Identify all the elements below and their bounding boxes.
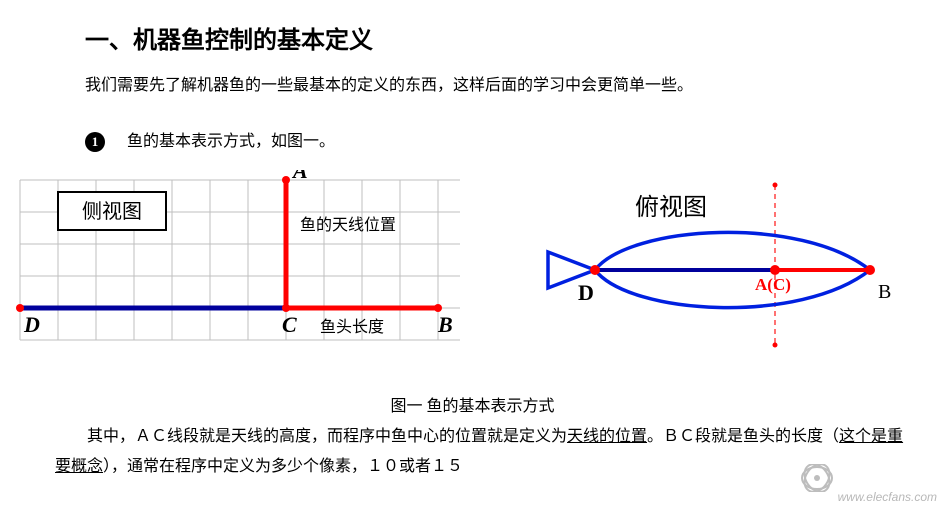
bullet-text: 鱼的基本表示方式，如图一。 — [127, 133, 335, 150]
top-view-figure: 俯视图 D A(C) B — [500, 170, 920, 370]
body-underline-1: 天线的位置 — [567, 428, 647, 445]
point-a-label: A — [291, 170, 308, 183]
point-d-label: D — [23, 312, 40, 337]
top-view-title: 俯视图 — [635, 194, 707, 221]
top-point-ac: A(C) — [755, 275, 791, 294]
intro-text: 我们需要先了解机器鱼的一些最基本的定义的东西，这样后面的学习中会更简单一些。 — [0, 55, 945, 99]
side-view-figure: 侧视图 A D C B 鱼的天线位置 鱼头长度 — [10, 170, 470, 370]
body-p1b: 。ＢＣ段就是鱼头的长度（ — [647, 428, 839, 445]
body-p1c: ），通常在程序中定义为多少个像素，１０或者１５ — [103, 458, 463, 475]
top-point-b: B — [878, 281, 891, 303]
antenna-label: 鱼的天线位置 — [300, 216, 396, 234]
top-point-d: D — [578, 280, 594, 305]
watermark-logo-icon — [799, 464, 835, 492]
section-heading: 一、机器鱼控制的基本定义 — [0, 0, 945, 55]
point-c-label: C — [282, 312, 297, 337]
bullet-item: 1 鱼的基本表示方式，如图一。 — [0, 99, 945, 152]
figure-caption: 图一 鱼的基本表示方式 — [0, 390, 945, 416]
side-view-title: 侧视图 — [82, 200, 142, 223]
body-p1a: 其中，ＡＣ线段就是天线的高度，而程序中鱼中心的位置就是定义为 — [87, 428, 567, 445]
point-b-label: B — [437, 312, 453, 337]
head-length-label: 鱼头长度 — [320, 318, 384, 336]
figure-row: 侧视图 A D C B 鱼的天线位置 鱼头长度 俯视图 — [0, 170, 945, 390]
watermark-text: www.elecfans.com — [838, 490, 937, 504]
bullet-number-icon: 1 — [85, 132, 105, 152]
